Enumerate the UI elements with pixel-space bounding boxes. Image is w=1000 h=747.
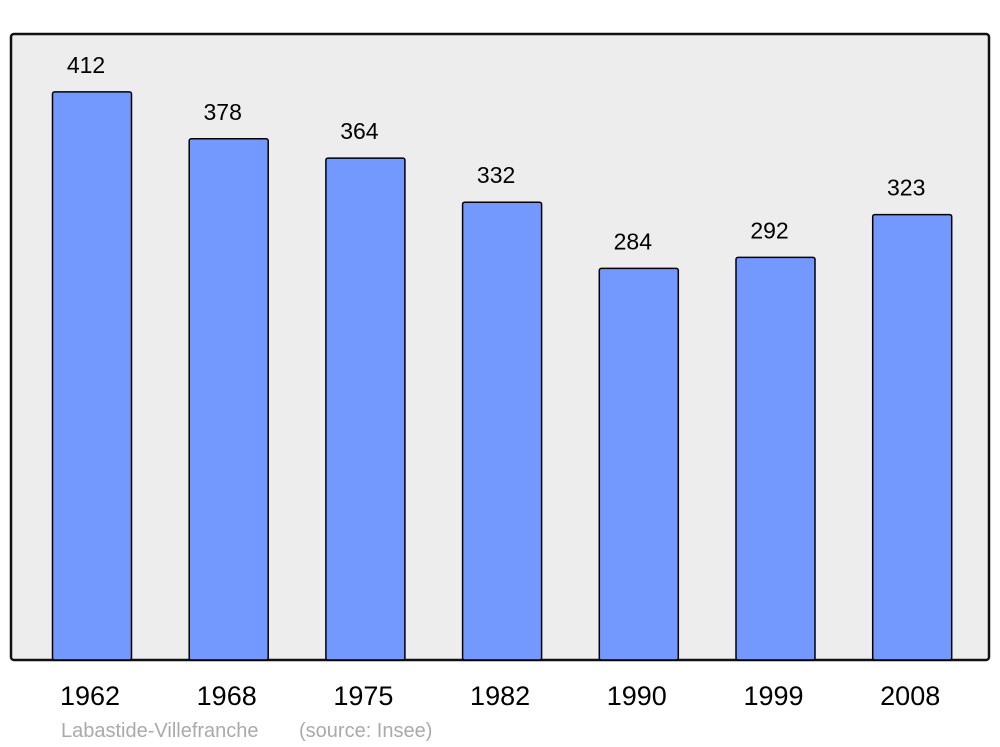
x-tick-label-1968: 1968 [197, 681, 257, 711]
bar-1990 [598, 267, 680, 661]
bar-2008 [871, 213, 953, 661]
data-label-1990: 284 [614, 228, 653, 254]
bars: 412 1962 378 1968 364 1975 332 1982 284 1990 292 19… [51, 52, 953, 711]
bar-1982 [461, 201, 543, 661]
bar-1975 [325, 157, 406, 661]
bar-1962 [51, 91, 133, 661]
x-tick-label-1990: 1990 [607, 681, 667, 711]
data-label-1968: 378 [204, 99, 242, 125]
bar-1999 [735, 256, 816, 661]
bar-1968 [188, 138, 269, 661]
x-tick-label-1999: 1999 [743, 681, 803, 711]
x-tick-label-1975: 1975 [333, 681, 393, 711]
data-label-1982: 332 [477, 162, 515, 188]
x-tick-label-1962: 1962 [60, 681, 120, 711]
footer-source: (source: Insee) [299, 720, 432, 742]
x-tick-label-2008: 2008 [880, 681, 940, 711]
data-label-1975: 364 [340, 118, 379, 144]
x-tick-label-1982: 1982 [470, 681, 530, 711]
data-label-2008: 323 [887, 175, 925, 201]
footer-place: Labastide-Villefranche [61, 720, 259, 742]
data-label-1999: 292 [750, 217, 788, 243]
data-label-1962: 412 [67, 52, 105, 78]
